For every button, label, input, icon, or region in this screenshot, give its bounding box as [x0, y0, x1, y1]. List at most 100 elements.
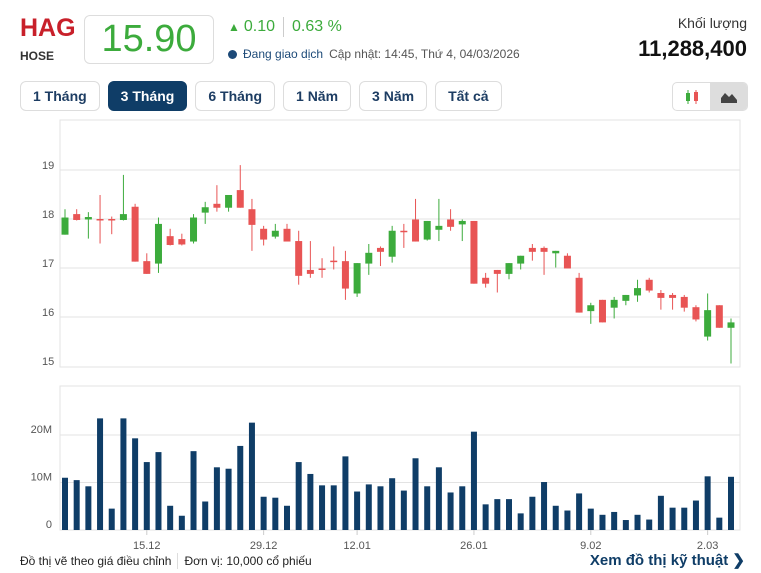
volume-bar — [541, 482, 548, 530]
candle-body — [423, 220, 431, 240]
volume-bar — [213, 467, 220, 530]
tab-all[interactable]: Tất cả — [435, 81, 502, 111]
price-tick-label: 17 — [42, 258, 54, 270]
price-panel-border — [59, 119, 741, 368]
candle-body — [166, 236, 174, 245]
candle-body — [61, 217, 69, 235]
candle-body — [341, 261, 349, 289]
candle-body — [318, 268, 326, 270]
candle-body — [376, 247, 384, 252]
volume-bar — [681, 507, 688, 530]
volume-bar — [494, 499, 501, 530]
candlestick-icon — [685, 89, 698, 104]
tab-3-years[interactable]: 3 Năm — [359, 81, 428, 111]
tab-6-months[interactable]: 6 Tháng — [195, 81, 276, 111]
volume-bar — [143, 462, 150, 530]
candle-body — [143, 261, 151, 274]
volume-panel-border — [59, 385, 741, 531]
chart-footer: Đồ thị vẽ theo giá điều chỉnh Đơn vị: 10… — [20, 553, 312, 569]
tab-1-year[interactable]: 1 Năm — [283, 81, 352, 111]
volume-bar — [564, 510, 571, 530]
volume-bar — [470, 431, 477, 530]
candle-body — [400, 230, 408, 233]
candle-body — [517, 255, 525, 264]
candle-body — [552, 250, 560, 254]
volume-bar — [529, 496, 536, 530]
adjusted-price-note: Đồ thị vẽ theo giá điều chỉnh — [20, 554, 172, 568]
candlestick-button[interactable] — [673, 83, 710, 110]
up-arrow-icon: ▲ — [228, 20, 240, 34]
volume-bar — [260, 496, 267, 530]
volume-label: Khối lượng — [677, 15, 747, 31]
x-tick-label: 29.12 — [250, 540, 278, 550]
candle-body — [540, 247, 548, 252]
volume-bar — [178, 515, 185, 530]
chart-type-toggle — [672, 82, 748, 111]
volume-bar — [669, 507, 676, 530]
price-change: ▲ 0.10 0.63 % — [228, 17, 342, 37]
volume-bar — [377, 486, 384, 530]
volume-bar — [342, 456, 349, 530]
x-tick-label: 15.12 — [133, 540, 161, 550]
candle-body — [306, 269, 314, 274]
volume-bar — [108, 508, 115, 530]
technical-chart-link[interactable]: Xem đồ thị kỹ thuật ❯ — [590, 551, 745, 569]
area-chart-icon — [720, 92, 737, 103]
candle-body — [692, 307, 700, 320]
volume-bar — [319, 485, 326, 530]
candle-body — [412, 219, 420, 242]
price-tick-label: 16 — [42, 307, 54, 319]
candle-body — [715, 305, 723, 328]
volume-bar — [634, 514, 641, 530]
unit-note: Đơn vị: 10,000 cổ phiếu — [184, 554, 312, 568]
volume-bar — [62, 477, 68, 530]
divider — [283, 17, 285, 37]
volume-bar — [517, 513, 524, 530]
candle-body — [645, 279, 653, 291]
volume-bar — [155, 452, 162, 530]
tab-3-months[interactable]: 3 Tháng — [107, 81, 188, 111]
volume-bar — [611, 511, 618, 530]
candle-body — [447, 219, 455, 227]
volume-bar — [73, 480, 80, 530]
candle-body — [190, 217, 198, 242]
candle-body — [598, 299, 606, 323]
period-tabs: 1 Tháng 3 Tháng 6 Tháng 1 Năm 3 Năm Tất … — [20, 81, 502, 111]
chevron-right-icon: ❯ — [732, 552, 745, 569]
candle-body — [108, 219, 116, 221]
volume-bar — [657, 495, 664, 530]
candle-body — [353, 263, 361, 294]
candle-body — [657, 292, 665, 298]
volume-bar — [692, 500, 699, 530]
volume-bar — [389, 478, 396, 530]
volume-bar — [225, 468, 232, 530]
status-dot-icon — [228, 49, 237, 59]
volume-bar — [272, 497, 279, 530]
candle-body — [84, 217, 92, 220]
candle-body — [680, 296, 688, 308]
volume-bar — [167, 505, 174, 530]
candle-body — [563, 255, 571, 269]
volume-bar — [482, 504, 489, 530]
candle-body — [575, 277, 583, 313]
volume-value: 11,288,400 — [638, 36, 747, 61]
volume-bar — [330, 485, 337, 530]
tab-1-month[interactable]: 1 Tháng — [20, 81, 100, 111]
price-tick-label: 19 — [42, 160, 54, 172]
candle-body — [154, 223, 162, 264]
volume-bar — [400, 490, 407, 530]
candle-body — [622, 294, 630, 301]
x-tick-label: 26.01 — [460, 540, 488, 550]
candle-body — [610, 299, 618, 308]
volume-bar — [202, 501, 209, 530]
candle-body — [587, 305, 595, 312]
volume-bar — [412, 458, 419, 530]
change-percent: 0.63 % — [292, 18, 342, 35]
candle-body — [634, 288, 642, 296]
candle-body — [119, 214, 127, 220]
volume-bar — [132, 438, 139, 530]
area-chart-button[interactable] — [710, 83, 747, 110]
exchange-label: HOSE — [20, 49, 55, 63]
volume-bar — [365, 484, 372, 530]
candle-body — [528, 247, 536, 252]
